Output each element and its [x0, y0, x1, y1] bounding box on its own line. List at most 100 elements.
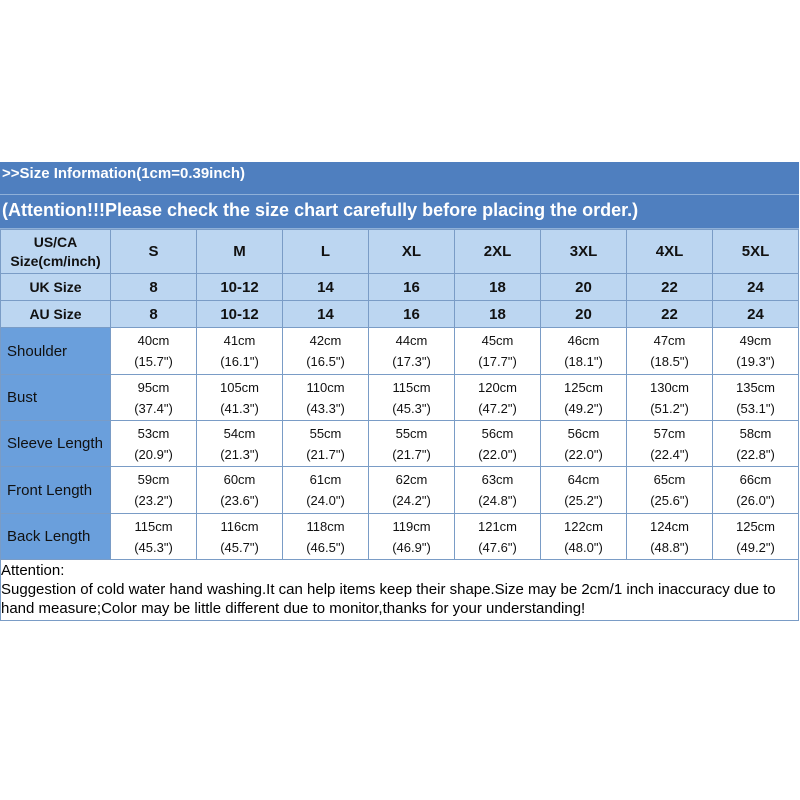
body-row: Shoulder 40cm (15.7") 41cm (16.1") 42cm (16.5"…: [0, 327, 799, 375]
inch-value: (46.9"): [392, 539, 431, 555]
cell: 115cm (45.3"): [110, 513, 197, 560]
header-label-line: UK Size: [29, 278, 82, 295]
cm-value: 63cm: [481, 472, 514, 487]
header-cell: 14: [282, 273, 369, 301]
cm-value: 40cm: [137, 333, 170, 348]
row-label: Front Length: [0, 466, 111, 514]
cell: 57cm (22.4"): [626, 420, 713, 467]
cm-value: 119cm: [392, 518, 431, 534]
header-cell: XL: [368, 229, 455, 274]
header-cell: 22: [626, 273, 713, 301]
cm-value: 55cm: [309, 425, 342, 441]
inch-value: (47.2"): [478, 400, 517, 416]
inch-value: (15.7"): [134, 354, 173, 369]
cell: 120cm (47.2"): [454, 374, 541, 421]
inch-value: (21.3"): [220, 446, 259, 462]
inch-value: (23.2"): [134, 493, 173, 508]
inch-value: (24.8"): [478, 493, 517, 508]
cm-value: 45cm: [481, 333, 514, 348]
cell: 55cm (21.7"): [368, 420, 455, 467]
cm-value: 124cm: [649, 518, 690, 534]
cell: 49cm (19.3"): [712, 327, 799, 375]
inch-value: (18.1"): [564, 354, 603, 369]
header-cell: S: [110, 229, 197, 274]
header-cell: 16: [368, 273, 455, 301]
cell: 66cm (26.0"): [712, 466, 799, 514]
header-cell: 2XL: [454, 229, 541, 274]
inch-value: (48.0"): [564, 539, 603, 555]
size-table: US/CA Size(cm/inch) S M L XL 2XL 3XL 4XL 5XL UK Si…: [0, 229, 799, 560]
inch-value: (37.4"): [134, 400, 173, 416]
cm-value: 135cm: [735, 379, 776, 395]
cell: 122cm (48.0"): [540, 513, 627, 560]
cm-value: 56cm: [481, 425, 514, 441]
inch-value: (20.9"): [134, 446, 173, 462]
header-label-line: Size(cm/inch): [10, 252, 101, 269]
cm-value: 115cm: [134, 518, 173, 534]
inch-value: (48.8"): [650, 539, 689, 555]
cm-value: 95cm: [137, 379, 170, 395]
cell: 56cm (22.0"): [540, 420, 627, 467]
header-cell: 8: [110, 273, 197, 301]
info-bar: >>Size Information(1cm=0.39inch): [0, 162, 799, 195]
cm-value: 122cm: [563, 518, 604, 534]
cm-value: 42cm: [309, 333, 342, 348]
row-label: Bust: [0, 374, 111, 421]
header-cell: 4XL: [626, 229, 713, 274]
cell: 42cm (16.5"): [282, 327, 369, 375]
inch-value: (49.2"): [736, 539, 775, 555]
inch-value: (45.3"): [392, 400, 431, 416]
cell: 119cm (46.9"): [368, 513, 455, 560]
header-cell: M: [196, 229, 283, 274]
inch-value: (43.3"): [306, 400, 345, 416]
cm-value: 49cm: [739, 333, 772, 348]
cm-value: 66cm: [739, 472, 772, 487]
inch-value: (24.2"): [392, 493, 431, 508]
cm-value: 125cm: [563, 379, 604, 395]
header-label: AU Size: [0, 300, 111, 328]
inch-value: (51.2"): [650, 400, 689, 416]
cell: 121cm (47.6"): [454, 513, 541, 560]
cell: 53cm (20.9"): [110, 420, 197, 467]
inch-value: (41.3"): [220, 400, 259, 416]
cm-value: 54cm: [223, 425, 256, 441]
body-row: Bust 95cm (37.4") 105cm (41.3") 110cm (43.3") 1…: [0, 374, 799, 421]
header-cell: 14: [282, 300, 369, 328]
inch-value: (45.7"): [220, 539, 259, 555]
cell: 116cm (45.7"): [196, 513, 283, 560]
cm-value: 61cm: [309, 472, 342, 487]
cell: 64cm (25.2"): [540, 466, 627, 514]
cell: 54cm (21.3"): [196, 420, 283, 467]
inch-value: (19.3"): [736, 354, 775, 369]
cell: 110cm (43.3"): [282, 374, 369, 421]
cell: 40cm (15.7"): [110, 327, 197, 375]
cm-value: 44cm: [395, 333, 428, 348]
inch-value: (25.2"): [564, 493, 603, 508]
cell: 60cm (23.6"): [196, 466, 283, 514]
inch-value: (45.3"): [134, 539, 173, 555]
row-label: Sleeve Length: [0, 420, 111, 467]
cell: 130cm (51.2"): [626, 374, 713, 421]
inch-value: (16.5"): [306, 354, 345, 369]
cell: 56cm (22.0"): [454, 420, 541, 467]
cell: 125cm (49.2"): [712, 513, 799, 560]
header-cell: 3XL: [540, 229, 627, 274]
cell: 65cm (25.6"): [626, 466, 713, 514]
cm-value: 53cm: [137, 425, 170, 441]
cm-value: 41cm: [223, 333, 256, 348]
cell: 55cm (21.7"): [282, 420, 369, 467]
cm-value: 58cm: [739, 425, 772, 441]
inch-value: (25.6"): [650, 493, 689, 508]
cm-value: 64cm: [567, 472, 600, 487]
row-label: Back Length: [0, 513, 111, 560]
inch-value: (17.3"): [392, 354, 431, 369]
row-label: Shoulder: [0, 327, 111, 375]
cell: 115cm (45.3"): [368, 374, 455, 421]
body-row: Front Length 59cm (23.2") 60cm (23.6") 61cm (2…: [0, 466, 799, 514]
cell: 135cm (53.1"): [712, 374, 799, 421]
cell: 118cm (46.5"): [282, 513, 369, 560]
cm-value: 110cm: [306, 379, 345, 395]
cm-value: 105cm: [219, 379, 260, 395]
cm-value: 47cm: [653, 333, 686, 348]
header-cell: 18: [454, 300, 541, 328]
